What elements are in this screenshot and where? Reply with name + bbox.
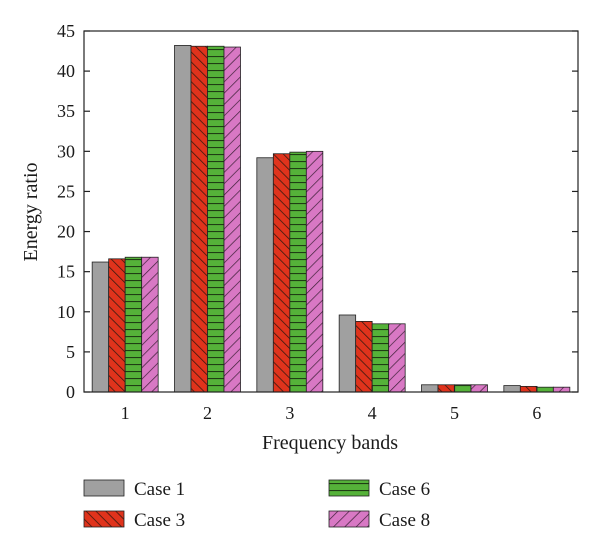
- x-tick-label: 4: [368, 403, 377, 423]
- legend-label-case-1: Case 1: [134, 479, 185, 500]
- legend-swatch-case-1: [83, 479, 125, 497]
- y-tick-label: 20: [57, 222, 75, 242]
- y-tick-label: 35: [57, 101, 75, 121]
- bar-case-8-band-6: [552, 386, 571, 393]
- bar-case-1-band-6: [503, 385, 521, 393]
- bar-case-3-band-4: [355, 321, 373, 393]
- legend-label-case-3: Case 3: [134, 510, 185, 531]
- bar-case-8-band-5: [470, 384, 488, 393]
- legend: Case 1 Case 3 Case 6 Case 8: [83, 479, 430, 531]
- bar-case-8-band-2: [223, 46, 241, 393]
- bar-case-6-band-1: [124, 256, 143, 393]
- bar-case-6-band-6: [536, 386, 554, 393]
- y-axis-label: Energy ratio: [20, 162, 42, 261]
- y-tick-label: 40: [57, 61, 75, 81]
- legend-label-case-8: Case 8: [379, 510, 430, 531]
- bar-case-3-band-1: [108, 258, 126, 393]
- y-tick-label: 15: [57, 262, 75, 282]
- x-tick-label: 6: [532, 403, 541, 423]
- bars-layer: [91, 45, 571, 393]
- bar-case-8-band-1: [141, 256, 159, 393]
- x-axis-label: Frequency bands: [262, 432, 398, 454]
- bar-case-1-band-2: [174, 45, 192, 393]
- x-tick-label: 5: [450, 403, 459, 423]
- bar-case-8-band-4: [388, 323, 406, 393]
- x-tick-label: 3: [285, 403, 294, 423]
- legend-swatch-case-6: [328, 479, 370, 497]
- bar-case-1-band-4: [338, 314, 357, 393]
- bar-case-3-band-5: [437, 384, 455, 393]
- bar-case-3-band-6: [519, 385, 538, 393]
- x-tick-label: 1: [121, 403, 130, 423]
- bar-case-6-band-3: [289, 151, 307, 393]
- bar-case-3-band-2: [190, 45, 208, 393]
- bar-case-3-band-3: [272, 153, 291, 393]
- y-tick-label: 25: [57, 181, 75, 201]
- bar-case-6-band-2: [207, 45, 225, 393]
- bar-case-8-band-3: [305, 150, 324, 393]
- legend-swatch-case-8: [328, 510, 370, 528]
- legend-swatch-case-3: [83, 510, 125, 528]
- y-tick-label: 45: [57, 21, 75, 41]
- y-tick-label: 0: [66, 382, 75, 402]
- bar-case-1-band-3: [256, 157, 274, 393]
- plot-frame: [83, 30, 579, 393]
- y-tick-label: 10: [57, 302, 75, 322]
- bar-case-1-band-1: [91, 261, 110, 393]
- y-tick-label: 5: [66, 342, 75, 362]
- bar-case-1-band-5: [421, 384, 439, 393]
- bar-case-6-band-4: [371, 323, 390, 393]
- x-tick-label: 2: [203, 403, 212, 423]
- legend-label-case-6: Case 6: [379, 479, 430, 500]
- bar-case-6-band-5: [454, 384, 472, 393]
- y-tick-label: 30: [57, 141, 75, 161]
